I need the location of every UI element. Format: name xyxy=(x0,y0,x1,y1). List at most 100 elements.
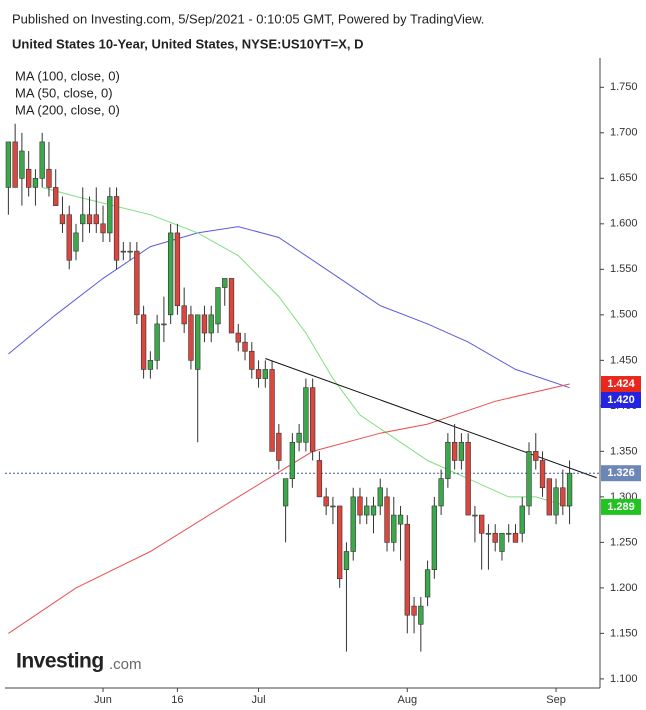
y-tick-label: 1.550 xyxy=(610,263,638,275)
candle-body xyxy=(188,314,194,361)
candle-body xyxy=(438,478,444,507)
candle-body xyxy=(249,350,255,370)
candle-body xyxy=(282,478,289,507)
moving-average xyxy=(8,226,570,389)
candle-body xyxy=(330,505,336,508)
candle-body xyxy=(289,441,296,479)
candle-body xyxy=(147,360,154,370)
candle-body xyxy=(120,250,126,253)
candle-body xyxy=(391,514,397,543)
trendline xyxy=(265,358,597,479)
candle-body xyxy=(445,441,451,479)
y-tick-label: 1.600 xyxy=(610,218,638,230)
candle-body xyxy=(235,332,241,343)
candle-body xyxy=(93,214,99,225)
price-badge xyxy=(601,465,641,482)
candle-body xyxy=(485,532,492,535)
legend-label: MA (200, close, 0) xyxy=(15,102,120,117)
candle-body xyxy=(201,314,208,334)
price-badge xyxy=(601,376,641,393)
candle-body xyxy=(46,168,52,188)
moving-average xyxy=(42,186,570,508)
candle-body xyxy=(73,232,79,252)
y-tick-label: 1.650 xyxy=(610,172,638,184)
candle-body xyxy=(546,478,552,516)
candle-body xyxy=(174,232,181,307)
candle-body xyxy=(431,505,438,570)
candle-body xyxy=(472,514,478,517)
y-tick-label: 1.700 xyxy=(610,127,638,139)
candle-body xyxy=(167,232,174,316)
candle-body xyxy=(357,496,363,516)
lines xyxy=(8,186,570,634)
candle-body xyxy=(113,196,120,261)
candle-body xyxy=(451,441,458,461)
candle-body xyxy=(309,387,316,452)
candle-body xyxy=(384,496,390,543)
candle-body xyxy=(12,141,18,188)
candle-body xyxy=(228,278,235,334)
y-tick-label: 1.150 xyxy=(610,627,638,639)
candle-body xyxy=(479,514,485,534)
candle-body xyxy=(397,514,404,525)
price-badge-label: 1.326 xyxy=(607,467,635,479)
candle-body xyxy=(296,432,302,443)
candles xyxy=(5,123,573,652)
candle-body xyxy=(86,214,93,225)
y-tick-label: 1.350 xyxy=(610,445,638,457)
candle-body xyxy=(255,369,262,379)
logo-suffix: .com xyxy=(109,656,142,673)
x-tick-label: Sep xyxy=(546,694,566,706)
plot: 1.1001.1501.2001.2501.3001.3501.4001.450… xyxy=(5,58,638,706)
candle-body xyxy=(458,441,465,461)
candle-body xyxy=(499,532,505,552)
candle-body xyxy=(59,214,66,225)
candle-body xyxy=(377,487,383,507)
candle-body xyxy=(222,278,228,288)
x-tick-label: Jun xyxy=(94,694,112,706)
candle-body xyxy=(364,505,370,516)
candle-body xyxy=(107,196,113,234)
price-badge-label: 1.424 xyxy=(607,378,635,390)
x-tick-label: 16 xyxy=(171,694,183,706)
candle-body xyxy=(53,187,59,206)
candle-body xyxy=(323,496,329,507)
candle-body xyxy=(512,532,519,543)
candle-body xyxy=(350,496,356,552)
candle-body xyxy=(140,314,147,370)
candle-body xyxy=(337,505,343,580)
logo-text: Investing xyxy=(16,650,104,673)
candle-body xyxy=(492,532,498,543)
candle-body xyxy=(316,460,323,498)
x-tick-label: Jul xyxy=(252,694,266,706)
candle-body xyxy=(506,532,512,535)
candle-body xyxy=(533,451,539,461)
candle-body xyxy=(100,223,106,234)
candle-body xyxy=(404,523,410,616)
price-badge xyxy=(601,498,641,515)
logo: Investing .com xyxy=(16,650,142,673)
candle-body xyxy=(181,305,187,325)
candle-body xyxy=(208,314,214,334)
header: Published on Investing.com, 5/Sep/2021 -… xyxy=(12,11,484,26)
chart-title: United States 10-Year, United States, NY… xyxy=(12,36,363,51)
candle-body xyxy=(195,314,201,370)
candle-body xyxy=(161,323,167,326)
candle-body xyxy=(276,432,282,461)
candle-body xyxy=(127,250,133,253)
legend-label: MA (100, close, 0) xyxy=(15,68,120,83)
y-tick-label: 1.250 xyxy=(610,536,638,548)
legend-label: MA (50, close, 0) xyxy=(15,85,113,100)
candle-body xyxy=(80,214,86,225)
price-badge-label: 1.420 xyxy=(607,394,635,406)
candle-body xyxy=(39,141,45,179)
y-tick-label: 1.450 xyxy=(610,354,638,366)
y-tick-label: 1.100 xyxy=(610,673,638,685)
candle-body xyxy=(418,605,424,625)
moving-average xyxy=(8,383,570,634)
candle-body xyxy=(269,369,275,452)
candle-body xyxy=(154,323,160,361)
candle-body xyxy=(343,551,350,570)
candle-body xyxy=(370,505,377,516)
